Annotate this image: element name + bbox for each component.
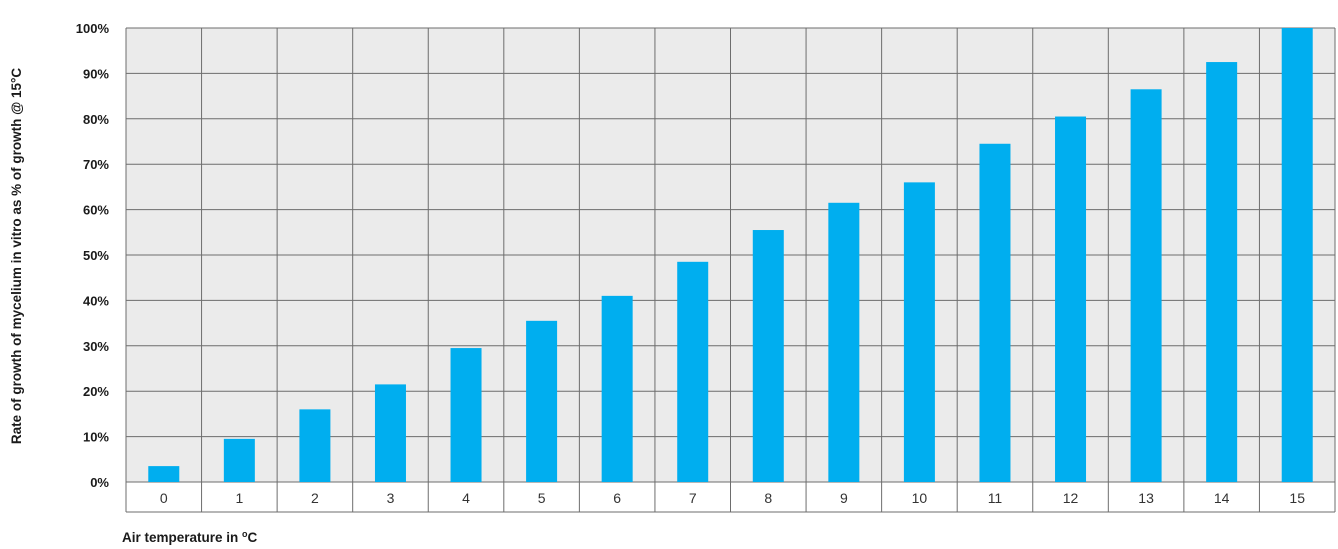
x-tick-labels: 0 1 2 3 4 5 6 7 8 9 10 11 12 13 14 15 [160,490,1305,506]
bar [450,348,482,482]
y-tick-label: 80% [83,112,109,127]
bar [1281,28,1313,482]
bar [1055,116,1087,482]
x-tick-label: 14 [1214,490,1230,506]
bars [148,28,1313,483]
x-tick-label: 15 [1289,490,1305,506]
bar [903,182,935,483]
y-tick-label: 30% [83,339,109,354]
y-tick-label: 40% [83,293,109,308]
bar [601,295,633,482]
bar [1206,62,1238,483]
y-tick-labels: 0% 10% 20% 30% 40% 50% 60% 70% 80% 90% 100% [76,21,110,490]
x-tick-label: 7 [689,490,697,506]
x-axis-title-superscript: o [242,529,248,539]
y-tick-label: 70% [83,157,109,172]
bar [223,438,255,482]
x-axis-table [125,482,1336,513]
x-axis-title-main: Air temperature in [122,530,238,545]
x-tick-label: 11 [988,490,1003,506]
x-tick-label: 3 [387,490,395,506]
x-tick-label: 6 [613,490,621,506]
bar [752,230,784,482]
y-tick-label: 100% [76,21,110,36]
y-axis-title: Rate of growth of mycelium in vitro as %… [9,68,24,445]
x-axis-title: Air temperature in oC [122,529,258,545]
bar [979,143,1011,482]
bar [299,409,331,482]
y-tick-label: 0% [90,475,109,490]
y-tick-label: 90% [83,66,109,81]
x-tick-label: 13 [1138,490,1154,506]
y-tick-label: 60% [83,203,109,218]
x-tick-label: 9 [840,490,848,506]
bar [677,261,709,482]
grid-lines [125,27,1336,483]
y-tick-label: 10% [83,430,109,445]
x-tick-label: 10 [912,490,928,506]
x-tick-label: 2 [311,490,319,506]
x-axis-title-unit: C [248,530,258,545]
bar [374,384,406,482]
bar [828,202,860,483]
y-tick-label: 20% [83,384,109,399]
bar [526,320,558,482]
bar [148,466,180,482]
x-tick-label: 4 [462,490,470,506]
y-tick-label: 50% [83,248,109,263]
x-tick-label: 0 [160,490,168,506]
x-tick-label: 5 [538,490,546,506]
x-tick-label: 8 [764,490,772,506]
x-tick-label: 12 [1063,490,1079,506]
bar [1130,89,1162,482]
x-tick-label: 1 [235,490,243,506]
